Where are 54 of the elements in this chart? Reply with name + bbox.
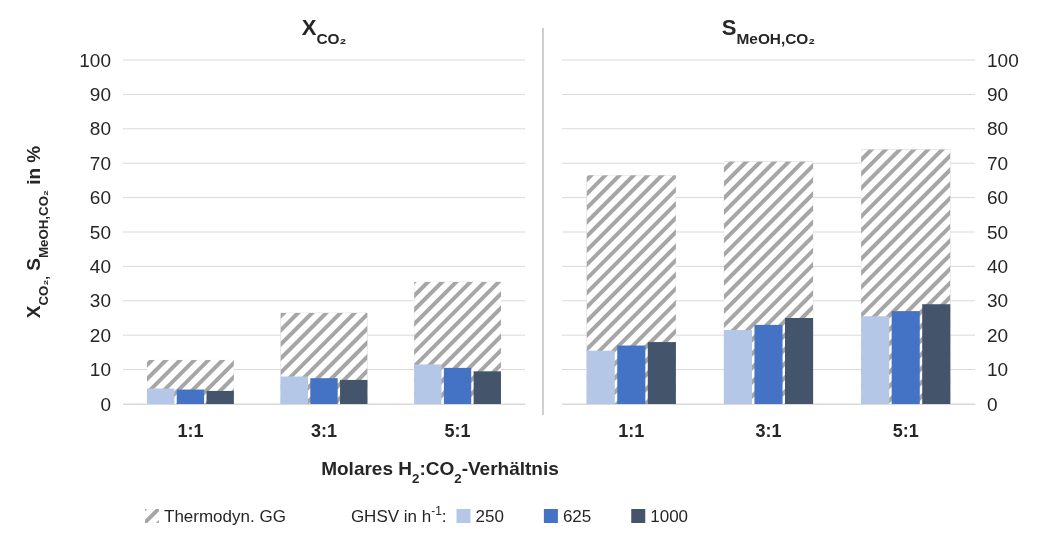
bar <box>723 330 753 404</box>
x-tick-label: 1:1 <box>177 420 204 441</box>
x-axis-title: Molares H$_{2}$:CO$_{2}$-Verhältnis <box>321 458 559 486</box>
bar <box>647 342 676 404</box>
chart-title: X$_{CO₂}$ <box>301 15 347 47</box>
legend-label: 625 <box>562 507 592 526</box>
x-tick-label: 3:1 <box>755 420 782 441</box>
y-tick-label: 40 <box>89 255 111 277</box>
y-tick-label: 30 <box>89 290 111 312</box>
y-tick-label: 100 <box>79 49 111 71</box>
chart-title: S$_{MeOH,CO₂}$ <box>721 15 816 47</box>
y-tick-label: 90 <box>987 83 1009 105</box>
bar <box>280 376 308 404</box>
y-tick-label: 70 <box>89 152 111 174</box>
y-tick-label: 50 <box>987 221 1009 243</box>
y-tick-label: 60 <box>987 187 1009 209</box>
legend-label: Thermodyn. GG <box>164 507 286 526</box>
bar <box>340 379 368 404</box>
x-tick-label: 3:1 <box>310 420 338 441</box>
bar <box>586 350 615 404</box>
y-tick-label: 0 <box>100 393 111 415</box>
bar <box>784 318 814 404</box>
bar <box>414 364 442 404</box>
bar <box>754 324 783 404</box>
legend-title: GHSV in h$^{-1}$: <box>350 504 447 526</box>
y-tick-label: 20 <box>89 324 111 346</box>
y-tick-label: 0 <box>987 393 998 415</box>
x-tick-label: 5:1 <box>444 420 471 441</box>
y-tick-label: 80 <box>987 118 1009 140</box>
bar <box>617 345 646 404</box>
x-tick-label: 1:1 <box>618 420 645 441</box>
x-tick-label: 5:1 <box>892 420 919 441</box>
y-tick-label: 80 <box>89 118 111 140</box>
bar <box>176 389 205 404</box>
y-tick-label: 40 <box>987 255 1009 277</box>
y-tick-label: 30 <box>987 290 1009 312</box>
bar <box>147 388 175 404</box>
y-tick-label: 90 <box>89 83 111 105</box>
y-tick-label: 70 <box>987 152 1009 174</box>
bar <box>206 390 234 404</box>
y-tick-label: 10 <box>987 359 1009 381</box>
y-tick-label: 20 <box>987 324 1009 346</box>
legend-label: 250 <box>475 507 504 526</box>
bar <box>891 311 920 404</box>
bar <box>310 378 338 404</box>
y-tick-label: 100 <box>987 49 1019 71</box>
y-tick-label: 10 <box>89 359 111 381</box>
y-tick-label: 60 <box>89 187 111 209</box>
bar <box>443 367 472 404</box>
bar <box>861 316 890 404</box>
y-tick-label: 50 <box>89 221 111 243</box>
bar <box>473 371 501 404</box>
legend-label: 1000 <box>650 507 689 526</box>
bar <box>922 304 951 404</box>
